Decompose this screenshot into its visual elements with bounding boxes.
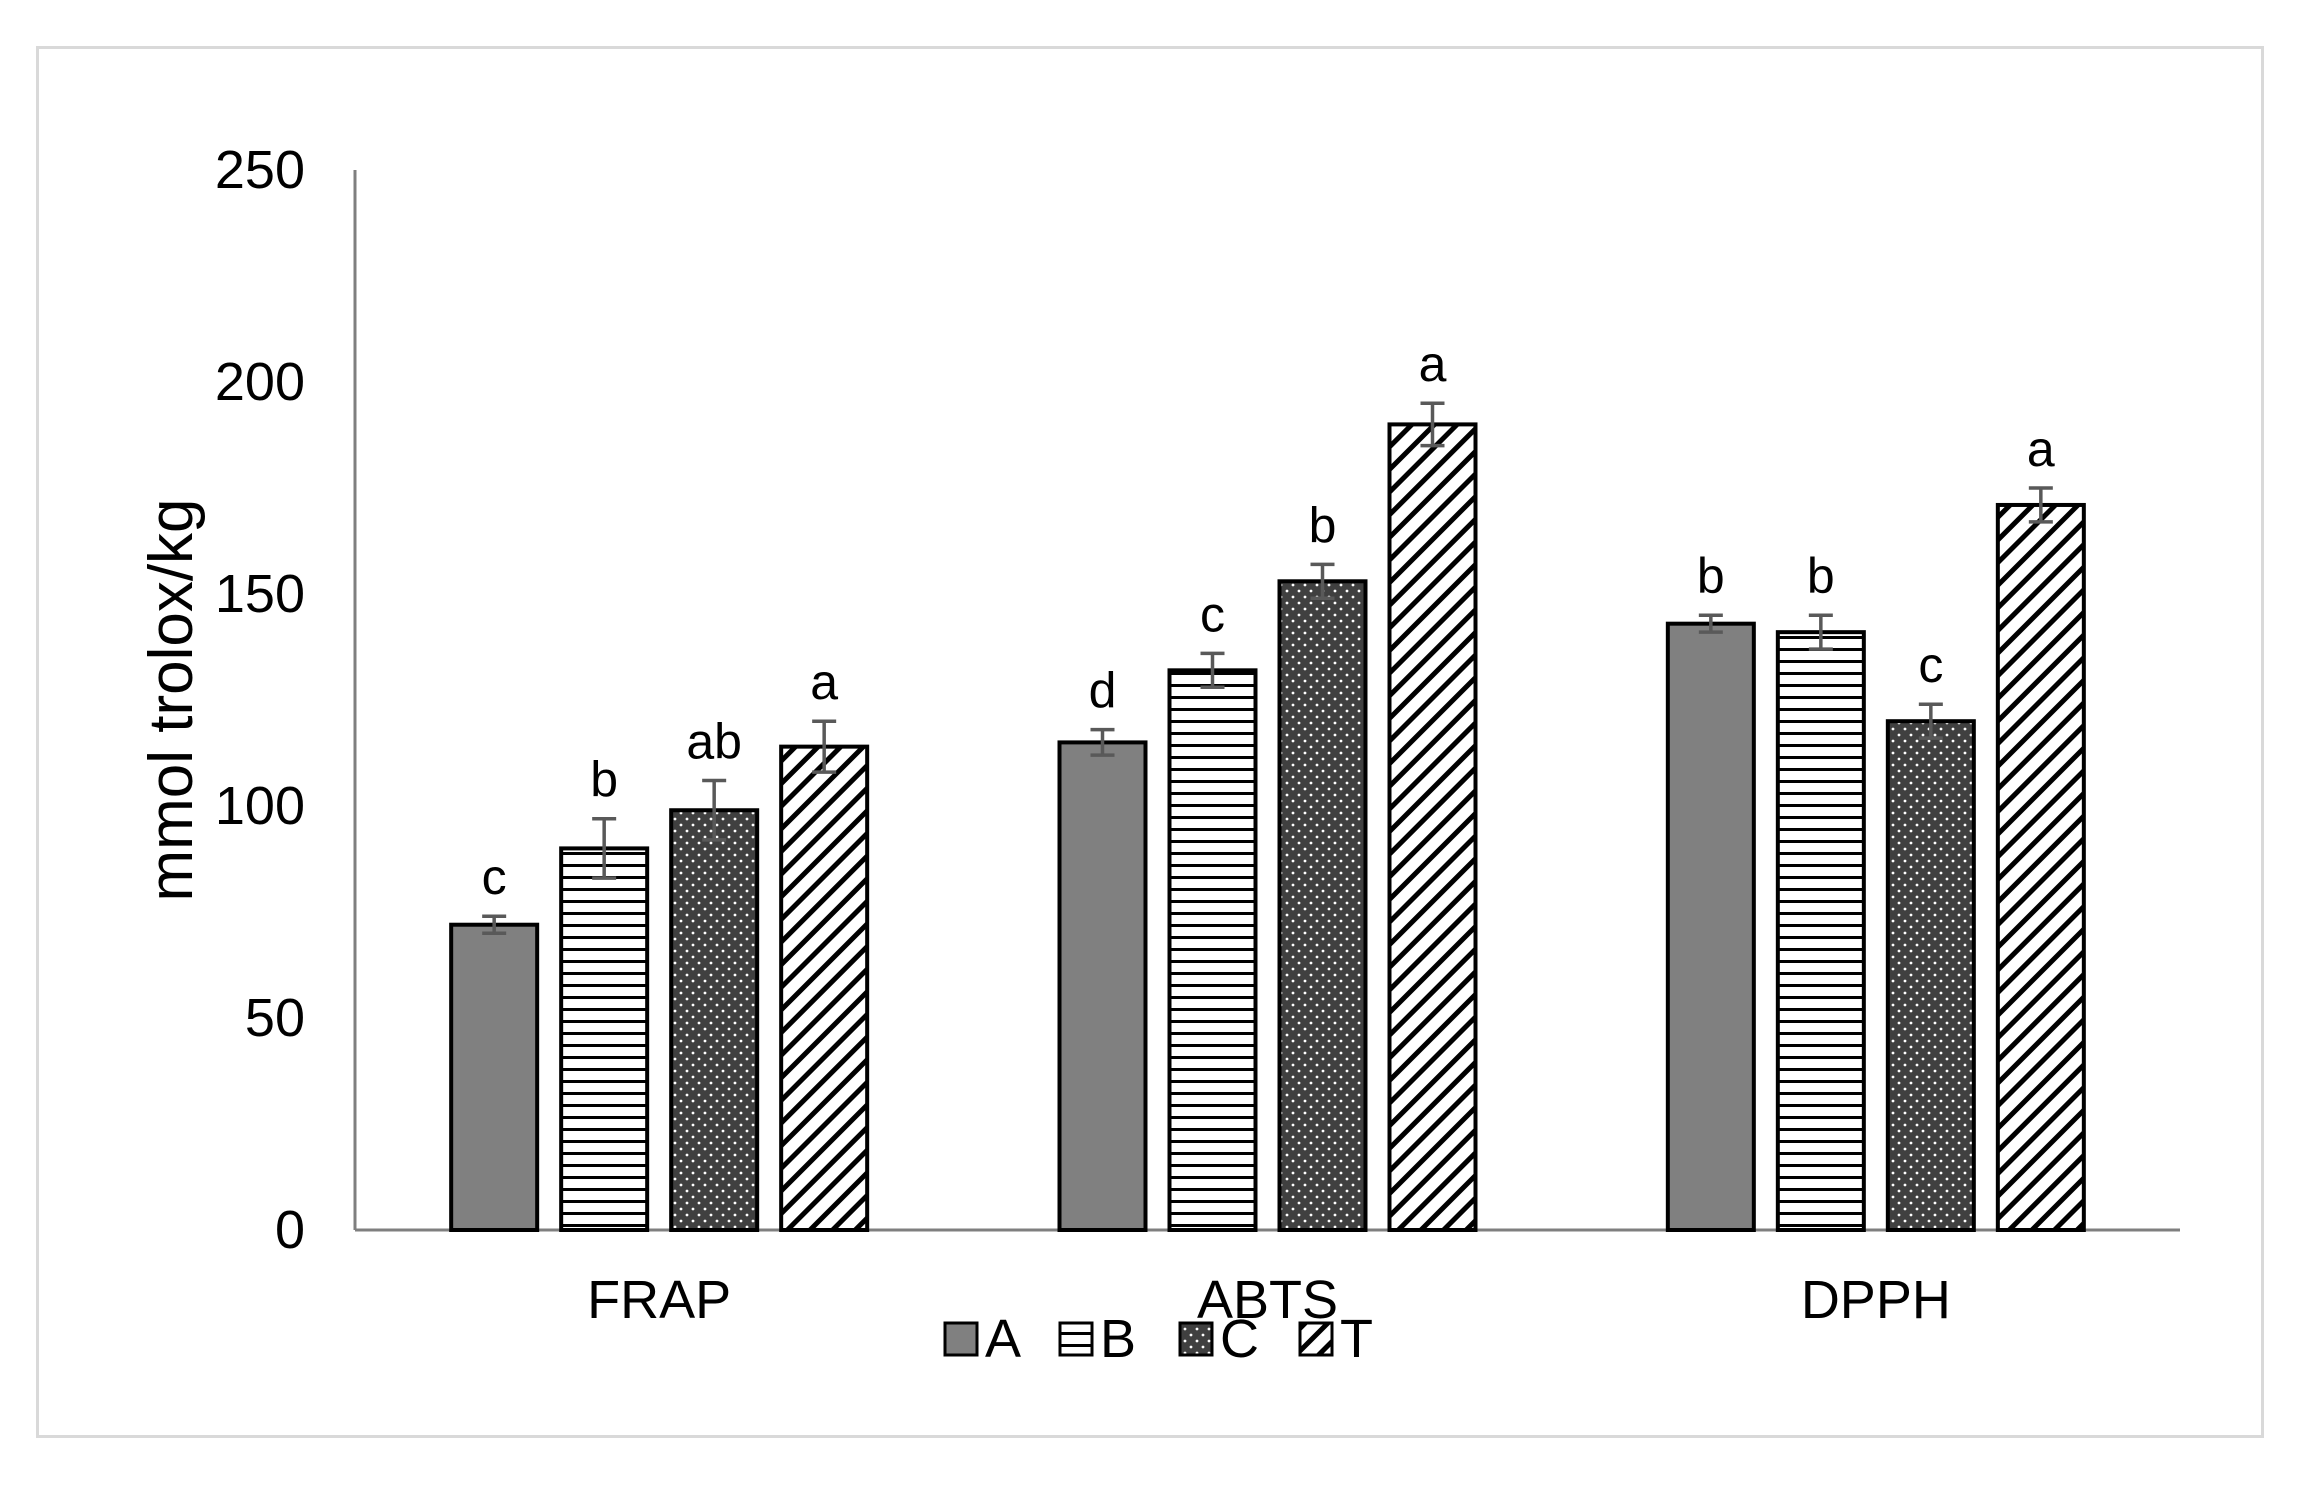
bar-t-abts (1387, 422, 1478, 1232)
significance-letter: c (482, 849, 507, 905)
significance-letter: b (1807, 548, 1835, 604)
bar-b-dpph (1775, 630, 1866, 1232)
legend-label-t: T (1340, 1309, 1373, 1369)
bar-a-abts (1057, 740, 1148, 1233)
legend-label-c: C (1220, 1309, 1259, 1369)
y-tick-label: 200 (215, 352, 305, 412)
significance-letter: d (1089, 663, 1117, 719)
figure-frame (36, 46, 2264, 1438)
bar-a-frap (449, 922, 540, 1232)
bar-b-frap (559, 846, 650, 1233)
y-tick-label: 250 (215, 140, 305, 200)
bar-a-dpph (1665, 621, 1756, 1232)
y-tick-label: 150 (215, 564, 305, 624)
legend-swatch-t (1298, 1321, 1334, 1357)
bar-c-dpph (1885, 719, 1976, 1232)
x-axis: FRAP ABTS DPPH (355, 1228, 2180, 1330)
significance-letter: b (1697, 548, 1725, 604)
y-tick-label: 50 (245, 988, 305, 1048)
bar-t-dpph (1995, 502, 2086, 1232)
bar-b-abts (1167, 668, 1258, 1232)
significance-letter: c (1200, 586, 1225, 642)
y-tick-label: 0 (275, 1200, 305, 1260)
significance-letter: c (1918, 637, 1943, 693)
x-tick-label: DPPH (1801, 1270, 1951, 1330)
bars (449, 401, 2086, 1233)
x-tick-label: ABTS (1197, 1270, 1338, 1330)
bar-c-frap (669, 808, 760, 1232)
bar-t-frap (779, 744, 870, 1232)
significance-letter: a (810, 654, 838, 710)
significance-letter: a (2027, 421, 2055, 477)
significance-letter: b (1309, 497, 1337, 553)
y-axis-title: mmol trolox/kg (137, 498, 206, 901)
y-axis: 0 50 100 150 200 250 (215, 140, 357, 1260)
significance-letter: a (1419, 336, 1447, 392)
legend-label-a: A (985, 1309, 1021, 1369)
x-tick-label: FRAP (587, 1270, 731, 1330)
y-tick-label: 100 (215, 776, 305, 836)
significance-letter: ab (686, 714, 742, 770)
legend-swatch-a (943, 1321, 979, 1357)
significance-letter: b (590, 752, 618, 808)
legend-swatch-c (1178, 1321, 1214, 1357)
legend-label-b: B (1100, 1309, 1136, 1369)
bar-c-abts (1277, 579, 1368, 1232)
legend-swatch-b (1058, 1321, 1094, 1357)
